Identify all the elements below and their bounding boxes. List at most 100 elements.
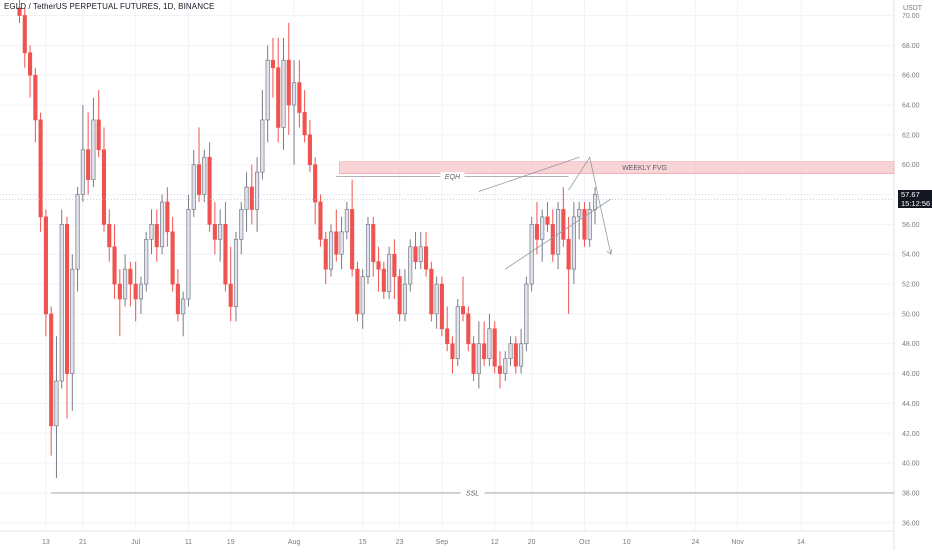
candle-body bbox=[350, 209, 355, 270]
candle-body bbox=[38, 119, 43, 218]
candle bbox=[54, 336, 59, 479]
candle-body bbox=[439, 283, 444, 330]
candle bbox=[123, 254, 128, 307]
candle-body bbox=[582, 209, 587, 240]
candle-body bbox=[128, 268, 133, 285]
candle-body bbox=[503, 358, 508, 374]
candle-body bbox=[571, 216, 576, 270]
candle-body bbox=[429, 268, 434, 315]
x-tick-label: Jul bbox=[131, 539, 140, 546]
candle-body bbox=[239, 209, 244, 240]
candle bbox=[233, 231, 239, 322]
candle bbox=[202, 149, 207, 202]
candle bbox=[28, 45, 33, 98]
candle-body bbox=[519, 343, 524, 367]
candle-body bbox=[476, 343, 481, 374]
channel-lower-line bbox=[505, 198, 612, 270]
candle bbox=[323, 231, 328, 285]
x-tick-label: Aug bbox=[288, 539, 301, 546]
candle-body bbox=[334, 231, 339, 255]
candle-body bbox=[381, 268, 386, 292]
candle-body bbox=[376, 261, 381, 270]
candle-body bbox=[577, 209, 582, 218]
candle-body bbox=[286, 59, 291, 106]
candle-body bbox=[59, 224, 64, 382]
candle-body bbox=[265, 59, 270, 121]
candle-body bbox=[418, 246, 423, 263]
x-tick-label: Oct bbox=[579, 539, 590, 546]
candle bbox=[191, 149, 196, 217]
candle bbox=[476, 321, 481, 389]
x-tick-label: Sep bbox=[436, 539, 449, 546]
candle bbox=[592, 187, 598, 225]
level-label-bg bbox=[440, 172, 465, 182]
candle-body bbox=[49, 313, 54, 427]
y-tick-label: 70.00 bbox=[902, 13, 920, 20]
candle-body bbox=[17, 7, 22, 16]
candle-body bbox=[413, 246, 418, 263]
candle bbox=[244, 172, 249, 232]
candle bbox=[550, 209, 555, 262]
candle bbox=[260, 90, 265, 180]
candle-body bbox=[170, 231, 175, 285]
candle-body bbox=[529, 224, 534, 285]
price-axis: USDT70.0068.0066.0064.0062.0060.0058.005… bbox=[893, 0, 923, 550]
candle bbox=[313, 157, 318, 225]
candle-body bbox=[80, 149, 85, 195]
candle bbox=[350, 179, 355, 277]
y-tick-label: 54.00 bbox=[902, 252, 920, 259]
candle bbox=[402, 269, 407, 322]
candle-body bbox=[313, 164, 318, 203]
candle bbox=[408, 239, 413, 292]
x-tick-label: 19 bbox=[227, 539, 235, 546]
candle bbox=[381, 261, 386, 299]
candle bbox=[165, 187, 170, 247]
candle bbox=[223, 202, 228, 292]
candle-body bbox=[86, 149, 91, 180]
candle-body bbox=[223, 224, 228, 285]
candle bbox=[482, 321, 487, 367]
candle-body bbox=[96, 119, 101, 151]
x-tick-label: 21 bbox=[79, 539, 87, 546]
candle-body bbox=[540, 216, 545, 240]
candle bbox=[450, 336, 455, 374]
candle bbox=[249, 164, 254, 225]
candle-body bbox=[149, 224, 154, 240]
candle-body bbox=[545, 216, 550, 225]
candle-body bbox=[402, 283, 407, 315]
candle-body bbox=[33, 74, 38, 121]
candle bbox=[170, 216, 175, 292]
candle-body bbox=[497, 365, 503, 374]
candle-body bbox=[154, 224, 159, 248]
currency-label: USDT bbox=[903, 5, 923, 12]
candle bbox=[519, 328, 524, 374]
candle bbox=[149, 209, 154, 255]
candle bbox=[276, 37, 281, 143]
candle-body bbox=[307, 134, 312, 166]
candle bbox=[534, 202, 539, 255]
candle-body bbox=[196, 164, 202, 195]
candle bbox=[286, 22, 291, 135]
candle bbox=[144, 231, 149, 292]
y-tick-label: 42.00 bbox=[902, 431, 920, 438]
candle-body bbox=[550, 224, 555, 255]
candle-body bbox=[28, 52, 33, 76]
candle-body bbox=[202, 156, 207, 195]
x-tick-label: 11 bbox=[185, 539, 192, 546]
candle-body bbox=[408, 246, 413, 285]
candle-body bbox=[524, 283, 529, 345]
candle bbox=[339, 216, 344, 270]
candle bbox=[59, 209, 64, 389]
y-tick-label: 56.00 bbox=[902, 222, 920, 229]
candle bbox=[524, 276, 529, 352]
projection-line bbox=[568, 156, 612, 255]
candle bbox=[86, 112, 91, 195]
candle-body bbox=[244, 186, 249, 210]
fvg-label: WEEKLY FVG bbox=[622, 165, 667, 172]
y-tick-label: 48.00 bbox=[902, 341, 920, 348]
candle bbox=[22, 8, 27, 68]
candle-body bbox=[455, 306, 460, 360]
candle-body bbox=[91, 119, 96, 180]
